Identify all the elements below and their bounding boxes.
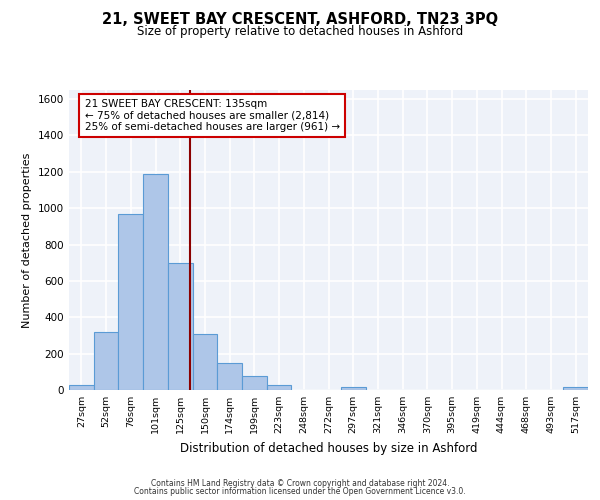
Bar [94,332,118,390]
Bar [69,386,94,390]
Bar [242,376,267,390]
Bar [341,388,365,390]
Bar [563,388,588,390]
Bar [118,214,143,390]
Bar [267,384,292,390]
Text: 21 SWEET BAY CRESCENT: 135sqm
← 75% of detached houses are smaller (2,814)
25% o: 21 SWEET BAY CRESCENT: 135sqm ← 75% of d… [85,99,340,132]
Y-axis label: Number of detached properties: Number of detached properties [22,152,32,328]
Bar [193,334,217,390]
X-axis label: Distribution of detached houses by size in Ashford: Distribution of detached houses by size … [180,442,477,454]
Text: Size of property relative to detached houses in Ashford: Size of property relative to detached ho… [137,25,463,38]
Text: Contains public sector information licensed under the Open Government Licence v3: Contains public sector information licen… [134,487,466,496]
Bar [143,174,168,390]
Bar [168,262,193,390]
Bar [217,362,242,390]
Text: Contains HM Land Registry data © Crown copyright and database right 2024.: Contains HM Land Registry data © Crown c… [151,478,449,488]
Text: 21, SWEET BAY CRESCENT, ASHFORD, TN23 3PQ: 21, SWEET BAY CRESCENT, ASHFORD, TN23 3P… [102,12,498,28]
